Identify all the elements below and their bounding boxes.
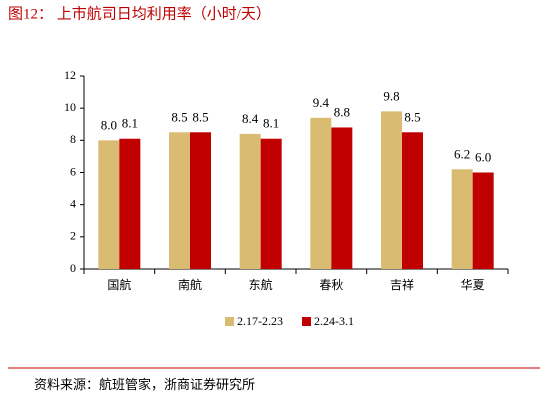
y-tick-label: 4	[70, 196, 76, 210]
y-tick-label: 6	[70, 164, 76, 178]
value-label: 8.0	[101, 117, 117, 132]
y-tick-label: 10	[64, 100, 76, 114]
x-tick-label: 华夏	[461, 278, 485, 292]
x-tick-label: 国航	[107, 277, 131, 292]
value-label: 6.0	[475, 149, 491, 164]
value-label: 8.8	[334, 104, 350, 119]
legend-label: 2.17-2.23	[237, 314, 283, 328]
value-label: 8.5	[171, 109, 187, 124]
bar	[98, 140, 120, 269]
bar	[169, 132, 190, 269]
value-label: 8.1	[263, 116, 279, 131]
source-note: 资料来源：航班管家，浙商证券研究所	[34, 377, 255, 392]
value-label: 6.2	[454, 146, 470, 161]
bar	[451, 169, 473, 269]
bar	[239, 133, 261, 269]
bar	[472, 172, 494, 269]
value-label: 8.5	[404, 109, 420, 124]
y-tick-label: 12	[64, 68, 76, 82]
legend-swatch	[302, 317, 311, 326]
value-label: 8.5	[192, 109, 208, 124]
bar	[331, 127, 353, 269]
value-label: 9.4	[313, 95, 330, 110]
bar	[310, 117, 332, 269]
y-tick-label: 8	[70, 132, 76, 146]
bar	[402, 132, 423, 269]
y-tick-label: 0	[70, 261, 76, 275]
legend-label: 2.24-3.1	[314, 314, 354, 328]
value-label: 8.4	[242, 111, 259, 126]
x-tick-label: 东航	[249, 277, 273, 292]
x-tick-label: 吉祥	[390, 278, 414, 292]
bar	[119, 138, 141, 269]
value-label: 9.8	[383, 88, 399, 103]
x-tick-label: 南航	[178, 277, 202, 292]
bar	[260, 138, 282, 269]
bar	[381, 111, 402, 269]
y-tick-label: 2	[70, 229, 76, 243]
x-tick-label: 春秋	[319, 278, 343, 292]
value-label: 8.1	[122, 116, 138, 131]
chart-title: 图12： 上市航司日均利用率（小时/天）	[8, 5, 271, 22]
bar	[190, 132, 211, 269]
legend-swatch	[225, 317, 234, 326]
